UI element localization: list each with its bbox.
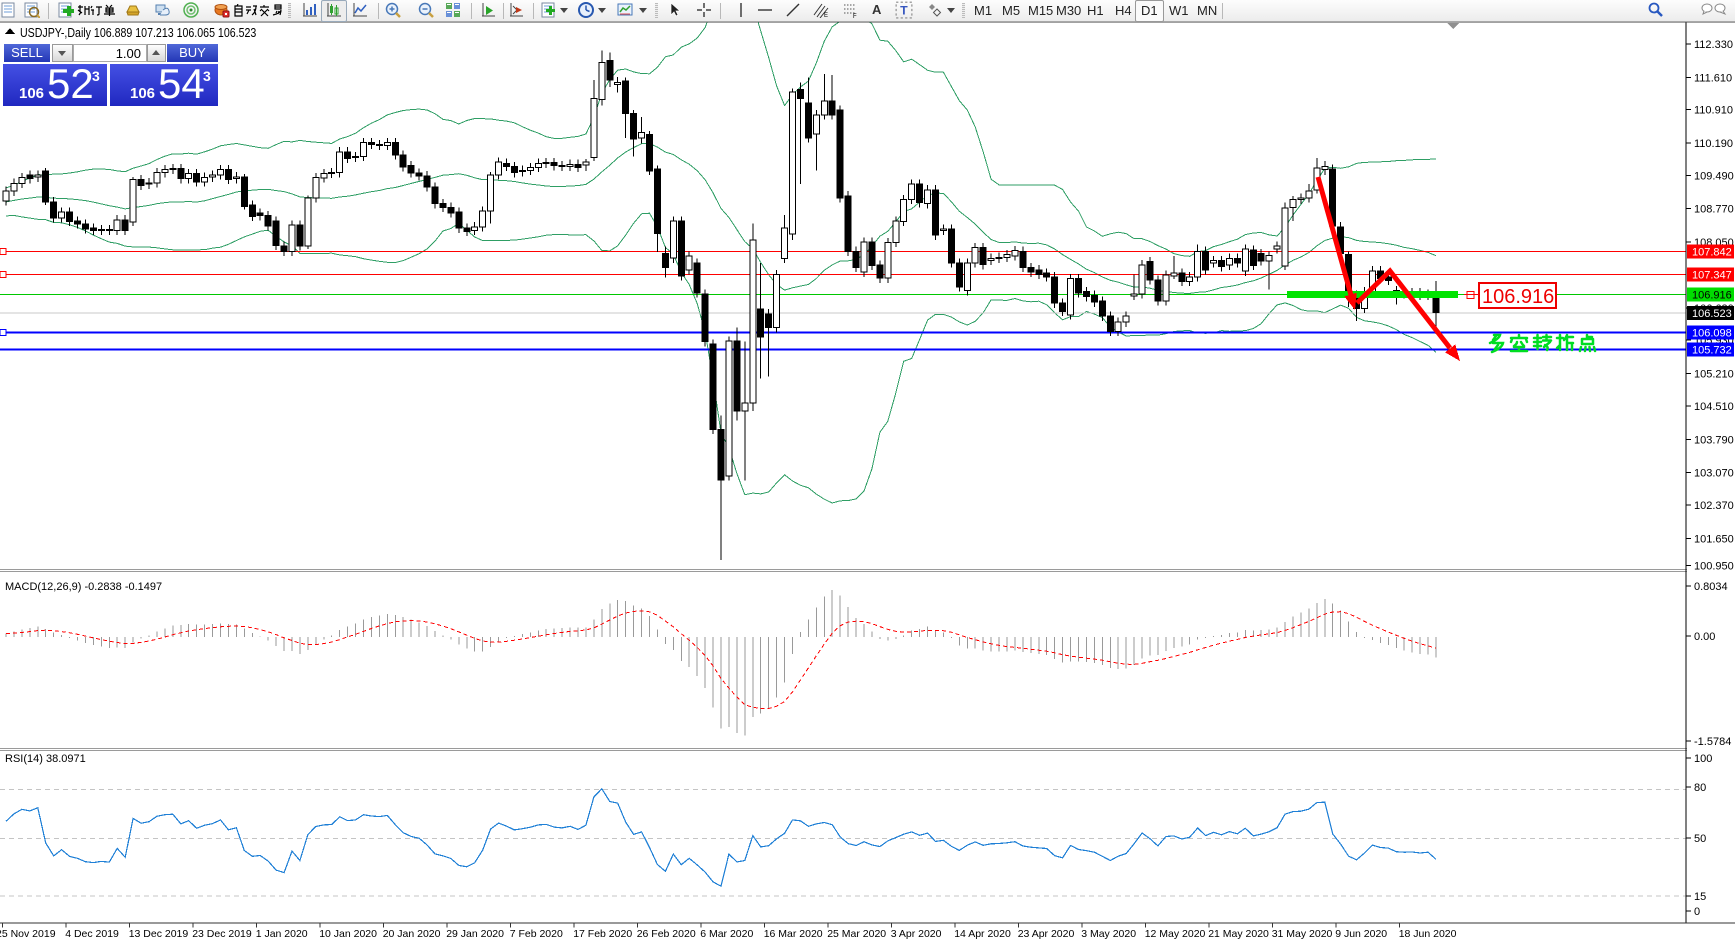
svg-text:6 Mar 2020: 6 Mar 2020 [700,928,753,940]
svg-text:1 Jan 2020: 1 Jan 2020 [256,928,308,940]
svg-text:101.650: 101.650 [1694,533,1734,545]
svg-text:25 Nov 2019: 25 Nov 2019 [0,928,56,940]
svg-text:-1.5784: -1.5784 [1694,736,1731,748]
svg-text:100: 100 [1694,753,1712,765]
svg-text:107.347: 107.347 [1692,270,1732,282]
svg-text:29 Jan 2020: 29 Jan 2020 [446,928,504,940]
svg-text:E: E [824,13,828,18]
svg-text:0.8034: 0.8034 [1694,581,1728,593]
svg-text:T: T [900,4,908,18]
svg-text:15: 15 [1694,891,1706,903]
svg-text:USDJPY-,Daily 106.889 107.213: USDJPY-,Daily 106.889 107.213 106.065 10… [20,26,256,40]
svg-text:110.910: 110.910 [1694,105,1733,117]
svg-text:MACD(12,26,9) -0.2838 -0.1497: MACD(12,26,9) -0.2838 -0.1497 [5,581,162,593]
svg-text:109.490: 109.490 [1694,170,1734,182]
svg-text:4 Dec 2019: 4 Dec 2019 [65,928,119,940]
svg-text:9 Jun 2020: 9 Jun 2020 [1335,928,1387,940]
svg-text:0.00: 0.00 [1694,631,1715,643]
svg-text:106.523: 106.523 [1692,308,1732,320]
svg-text:110.190: 110.190 [1694,138,1733,150]
svg-text:103.070: 103.070 [1694,468,1734,480]
svg-text:112.330: 112.330 [1694,39,1733,51]
svg-text:50: 50 [1694,833,1706,845]
svg-text:106.916: 106.916 [1482,286,1554,308]
svg-text:105.732: 105.732 [1692,344,1732,356]
svg-text:21 May 2020: 21 May 2020 [1208,928,1269,940]
svg-text:80: 80 [1694,782,1706,794]
svg-text:13 Dec 2019: 13 Dec 2019 [129,928,189,940]
svg-text:23 Dec 2019: 23 Dec 2019 [192,928,252,940]
svg-text:111.610: 111.610 [1694,72,1732,84]
svg-text:14 Apr 2020: 14 Apr 2020 [954,928,1011,940]
svg-text:105.210: 105.210 [1694,369,1734,381]
svg-text:107.842: 107.842 [1692,247,1732,259]
svg-text:17 Feb 2020: 17 Feb 2020 [573,928,632,940]
svg-text:12 May 2020: 12 May 2020 [1145,928,1206,940]
svg-text:108.770: 108.770 [1694,204,1734,216]
svg-text:3 May 2020: 3 May 2020 [1081,928,1136,940]
svg-text:25 Mar 2020: 25 Mar 2020 [827,928,886,940]
svg-text:0: 0 [1694,906,1700,918]
svg-text:7 Feb 2020: 7 Feb 2020 [510,928,563,940]
svg-text:31 May 2020: 31 May 2020 [1272,928,1333,940]
svg-text:F: F [853,14,857,18]
svg-text:106.098: 106.098 [1692,328,1732,340]
svg-text:102.370: 102.370 [1694,500,1734,512]
svg-text:16 Mar 2020: 16 Mar 2020 [764,928,823,940]
svg-text:100.950: 100.950 [1694,561,1734,573]
svg-text:18 Jun 2020: 18 Jun 2020 [1399,928,1457,940]
svg-text:RSI(14) 38.0971: RSI(14) 38.0971 [5,753,86,765]
svg-text:23 Apr 2020: 23 Apr 2020 [1018,928,1075,940]
svg-text:103.790: 103.790 [1694,434,1734,446]
svg-text:20 Jan 2020: 20 Jan 2020 [383,928,441,940]
svg-text:26 Feb 2020: 26 Feb 2020 [637,928,696,940]
svg-text:106.916: 106.916 [1692,290,1732,302]
svg-text:3 Apr 2020: 3 Apr 2020 [891,928,942,940]
svg-text:10 Jan 2020: 10 Jan 2020 [319,928,377,940]
svg-text:104.510: 104.510 [1694,401,1734,413]
